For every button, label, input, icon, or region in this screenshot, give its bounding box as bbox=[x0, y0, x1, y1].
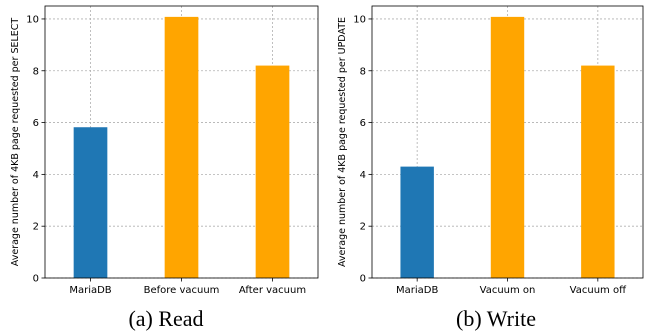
y-tick-label: 4 bbox=[33, 170, 39, 181]
x-tick-label: Vacuum on bbox=[480, 285, 536, 296]
y-tick-label: 8 bbox=[360, 66, 366, 77]
y-tick-label: 0 bbox=[33, 274, 39, 285]
y-axis-label: Average number of 4KB page requested per… bbox=[10, 18, 21, 267]
y-tick-label: 10 bbox=[353, 14, 366, 25]
bar-vacuum-off bbox=[581, 65, 615, 278]
caption: (b) Write bbox=[456, 306, 536, 331]
x-tick-label: MariaDB bbox=[69, 285, 111, 296]
y-tick-label: 2 bbox=[33, 222, 39, 233]
caption: (a) Read bbox=[128, 306, 203, 331]
bar-vacuum-on bbox=[490, 16, 525, 278]
chart-panel-0: 0 2 4 6 8 10 MariaDB Before vacuum After vacuum A… bbox=[10, 5, 319, 331]
y-tick-label: 10 bbox=[26, 14, 39, 25]
bar-mariadb bbox=[400, 166, 434, 278]
x-tick-label: Vacuum off bbox=[570, 285, 627, 296]
chart-panel-1: 0 2 4 6 8 10 MariaDB Vacuum on Vacuum off Average… bbox=[337, 5, 644, 331]
y-axis-label: Average number of 4KB page requested per… bbox=[337, 17, 348, 267]
y-tick-label: 6 bbox=[360, 118, 366, 129]
x-tick-label: After vacuum bbox=[239, 285, 306, 296]
y-tick-label: 2 bbox=[360, 222, 366, 233]
x-tick-label: MariaDB bbox=[396, 285, 438, 296]
y-tick-label: 8 bbox=[33, 66, 39, 77]
y-tick-label: 0 bbox=[360, 274, 366, 285]
y-tick-label: 4 bbox=[360, 170, 366, 181]
y-tick-label: 6 bbox=[33, 118, 39, 129]
bar-mariadb bbox=[73, 127, 108, 278]
bar-before-vacuum bbox=[164, 16, 199, 278]
bar-after-vacuum bbox=[255, 65, 290, 278]
x-tick-label: Before vacuum bbox=[144, 285, 220, 296]
